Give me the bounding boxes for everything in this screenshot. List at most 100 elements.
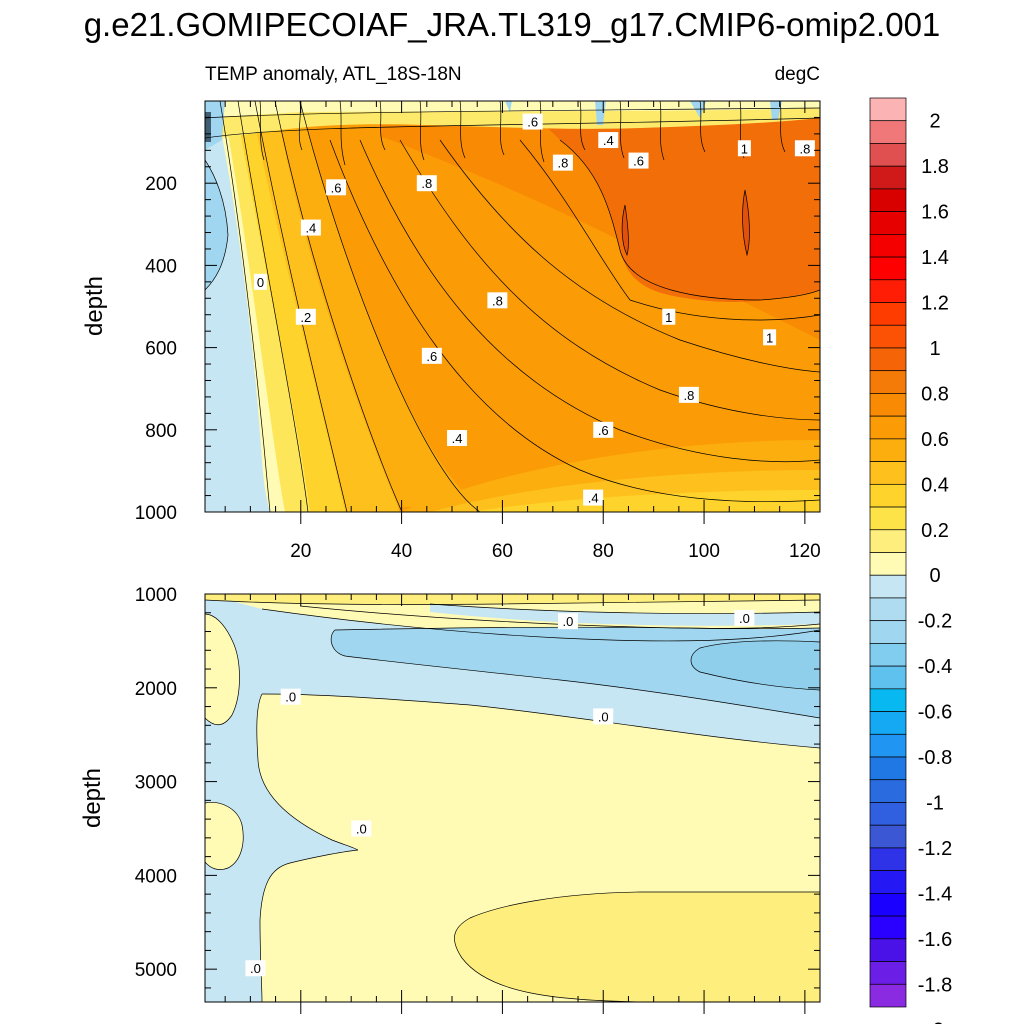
bottom-contour-label: .0 [285, 690, 296, 705]
top-contour-label: .6 [527, 115, 538, 130]
field-upper-blue [205, 594, 820, 1002]
colorbar-swatch [869, 552, 907, 576]
top-contour-label-box [552, 154, 573, 171]
top-contour-label: 1 [665, 310, 672, 325]
colorbar-swatch [869, 847, 907, 871]
top-contour-label: .4 [603, 133, 614, 148]
top-contour-label-box [295, 308, 316, 325]
top-y-tick-label: 600 [145, 339, 177, 360]
bottom-contour-label: .0 [250, 961, 261, 976]
top-y-tick-label: 1000 [135, 503, 177, 524]
top-contour-label: .8 [557, 156, 568, 171]
top-x-tick-label: 40 [391, 541, 412, 562]
colorbar-swatch [869, 211, 907, 235]
colorbar-tick-label: 0 [929, 565, 940, 587]
top-contour-label: 1 [766, 330, 773, 345]
colorbar-tick-label: 1.8 [921, 156, 949, 178]
colorbar-swatch [869, 961, 907, 985]
bottom-y-tick-label: 5000 [135, 960, 177, 981]
top-contour-lines [205, 101, 820, 512]
bottom-y-tick-label: 4000 [135, 866, 177, 887]
top-contour-label: 1 [741, 141, 748, 156]
field-band-bottom-04 [470, 490, 820, 512]
colorbar-tick-label: -1.2 [918, 838, 952, 860]
bottom-contour-lines [205, 599, 820, 1002]
colorbar-tick-labels: 2 1.8 1.6 1.4 1.2 1 0.8 0.6 0.4 0.2 0 -0.2 -0.4 -0.6 -… [918, 111, 952, 1024]
colorbar-swatch [869, 438, 907, 462]
top-contour-label: .6 [331, 180, 342, 195]
top-contour-label-box [487, 292, 508, 309]
colorbar-tick-label: -0.2 [918, 611, 952, 633]
top-y-tick-label: 400 [145, 256, 177, 277]
bottom-x-axis [224, 594, 806, 1014]
field-top-strip-blue [430, 604, 820, 626]
top-plot-frame [204, 100, 821, 513]
top-contour-label-box [522, 113, 543, 130]
top-contour-label: .4 [305, 221, 316, 236]
colorbar [869, 97, 907, 1008]
top-contour-label-box [300, 219, 321, 236]
colorbar-swatch [869, 234, 907, 258]
colorbar-tick-label: -1.8 [918, 974, 952, 996]
top-y-tick-label: 200 [145, 174, 177, 195]
colorbar-swatch [869, 620, 907, 644]
colorbar-swatch [869, 802, 907, 826]
colorbar-swatch [869, 120, 907, 144]
bottom-contour-label: .0 [356, 821, 367, 836]
colorbar-swatch [869, 393, 907, 417]
colorbar-swatch [869, 643, 907, 667]
top-contour-labels: .6 .4 .6 1 .8 .8 .6 .8 .4 0 .8 1 .2 1 .6 .8 .6 .4 .4 [253, 113, 815, 506]
colorbar-swatch [869, 370, 907, 394]
bottom-contour-label-box [280, 688, 301, 705]
top-contour-label-box [583, 489, 604, 506]
top-contour-label-box [598, 132, 619, 149]
colorbar-tick-label: 0.2 [921, 520, 949, 542]
bottom-y-axis-label: depth [79, 768, 106, 828]
top-x-tick-label: 20 [290, 541, 311, 562]
top-contour-label-box [794, 140, 815, 157]
colorbar-tick-label: 0.6 [921, 429, 949, 451]
bottom-contour-label: .0 [739, 611, 750, 626]
bottom-panel: .0 .0 .0 .0 .0 .0 1000 2000 3000 4000 5000 depth [79, 585, 821, 1014]
colorbar-swatch [869, 506, 907, 531]
top-x-tick-label: 80 [593, 541, 614, 562]
top-contour-label: .8 [421, 176, 432, 191]
colorbar-swatch [869, 824, 907, 849]
top-contour-label: .4 [452, 431, 463, 446]
bottom-y-tick-label: 3000 [135, 773, 177, 794]
colorbar-swatch [869, 665, 907, 690]
colorbar-swatch [869, 461, 907, 485]
colorbar-tick-label: -2 [926, 1020, 944, 1024]
colorbar-swatch [869, 779, 907, 803]
colorbar-swatch [869, 347, 907, 372]
colorbar-swatch [869, 711, 907, 735]
top-contour-label: .8 [492, 293, 503, 308]
bottom-contour-labels: .0 .0 .0 .0 .0 .0 [245, 609, 755, 977]
top-panel-subtitle: TEMP anomaly, ATL_18S-18N [205, 64, 462, 85]
top-contour-label-box [421, 347, 442, 364]
colorbar-tick-label: -1 [926, 792, 944, 814]
top-y-axis: 200 400 600 800 1000 [135, 100, 820, 524]
top-contour-label-box [763, 329, 777, 346]
colorbar-swatch [869, 893, 907, 917]
colorbar-swatch [869, 279, 907, 303]
top-contour-label-box [326, 179, 347, 196]
top-contour-label-box [737, 140, 751, 157]
colorbar-swatch [869, 324, 907, 349]
bottom-contour-field [205, 594, 820, 1002]
top-contour-label: .6 [426, 349, 437, 364]
top-x-tick-label: 60 [492, 541, 513, 562]
top-contour-label: 0 [257, 275, 264, 290]
colorbar-tick-label: -0.6 [918, 702, 952, 724]
bottom-contour-label-box [593, 708, 614, 725]
colorbar-tick-label: -1.4 [918, 883, 952, 905]
colorbar-swatch [869, 915, 907, 940]
bottom-y-tick-label: 2000 [135, 679, 177, 700]
top-contour-label: .6 [598, 423, 609, 438]
colorbar-swatch [869, 256, 907, 281]
top-x-axis: 20 40 60 80 100 120 [224, 101, 821, 562]
colorbar-tick-label: -0.4 [918, 656, 952, 678]
top-y-axis-label: depth [81, 276, 108, 336]
colorbar-swatch [869, 597, 907, 622]
